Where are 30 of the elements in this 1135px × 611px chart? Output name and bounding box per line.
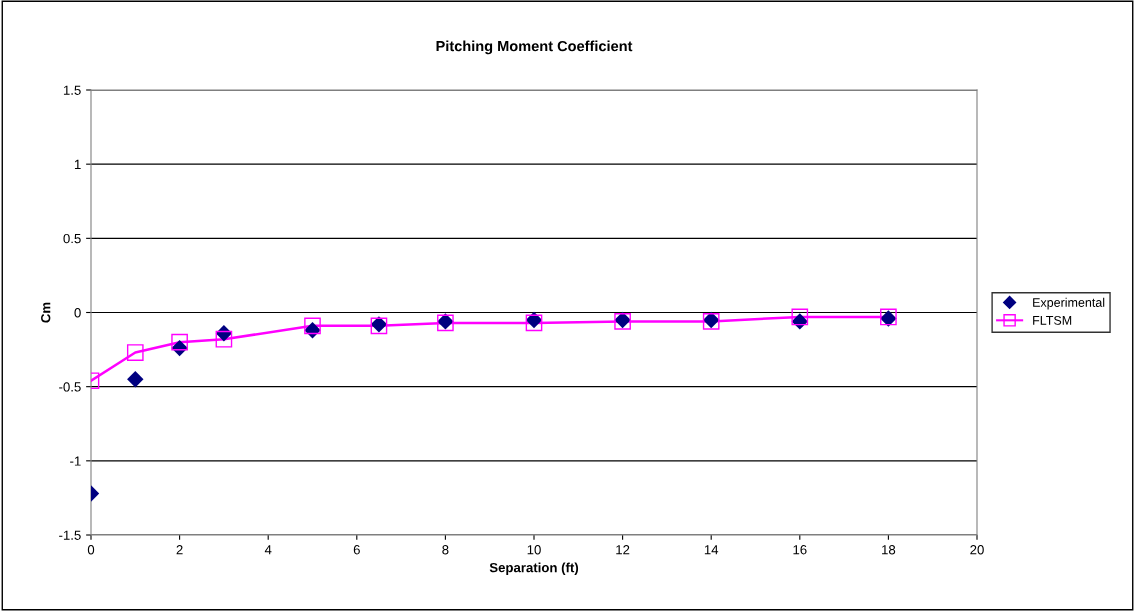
y-tick-label: 0 bbox=[74, 308, 81, 318]
x-tick-label: 18 bbox=[882, 545, 896, 555]
point bbox=[127, 371, 144, 388]
point bbox=[791, 308, 809, 326]
y-tick-label: -1.5 bbox=[59, 530, 81, 540]
x-tick-label: 12 bbox=[616, 545, 630, 555]
point bbox=[171, 333, 188, 351]
point bbox=[304, 317, 321, 335]
y-tick-label: -1 bbox=[70, 456, 81, 466]
x-tick-label: 0 bbox=[87, 545, 95, 555]
y-axis-title: Cm bbox=[41, 302, 51, 323]
y-tick-label: 1 bbox=[74, 159, 81, 169]
point bbox=[215, 330, 233, 348]
legend-label: Experimental bbox=[1033, 297, 1105, 310]
x-axis-title: Separation (ft) bbox=[489, 562, 579, 575]
x-tick-label: 16 bbox=[793, 545, 807, 555]
x-tick-label: 4 bbox=[264, 545, 272, 555]
x-tick-label: 20 bbox=[970, 545, 984, 555]
point bbox=[791, 313, 809, 330]
x-tick-label: 8 bbox=[442, 545, 449, 555]
x-tick-label: 14 bbox=[704, 545, 719, 555]
y-tick-label: 0.5 bbox=[63, 233, 81, 244]
x-tick-label: 6 bbox=[353, 545, 360, 555]
x-tick-label: 2 bbox=[176, 545, 183, 555]
legend-label: FLTSM bbox=[1033, 315, 1072, 325]
point bbox=[126, 344, 144, 361]
y-tick-label: 1.5 bbox=[63, 85, 81, 95]
chart-title: Pitching Moment Coefficient bbox=[436, 40, 633, 55]
y-tick-label: -0.5 bbox=[59, 382, 81, 392]
x-tick-label: 10 bbox=[527, 545, 541, 555]
